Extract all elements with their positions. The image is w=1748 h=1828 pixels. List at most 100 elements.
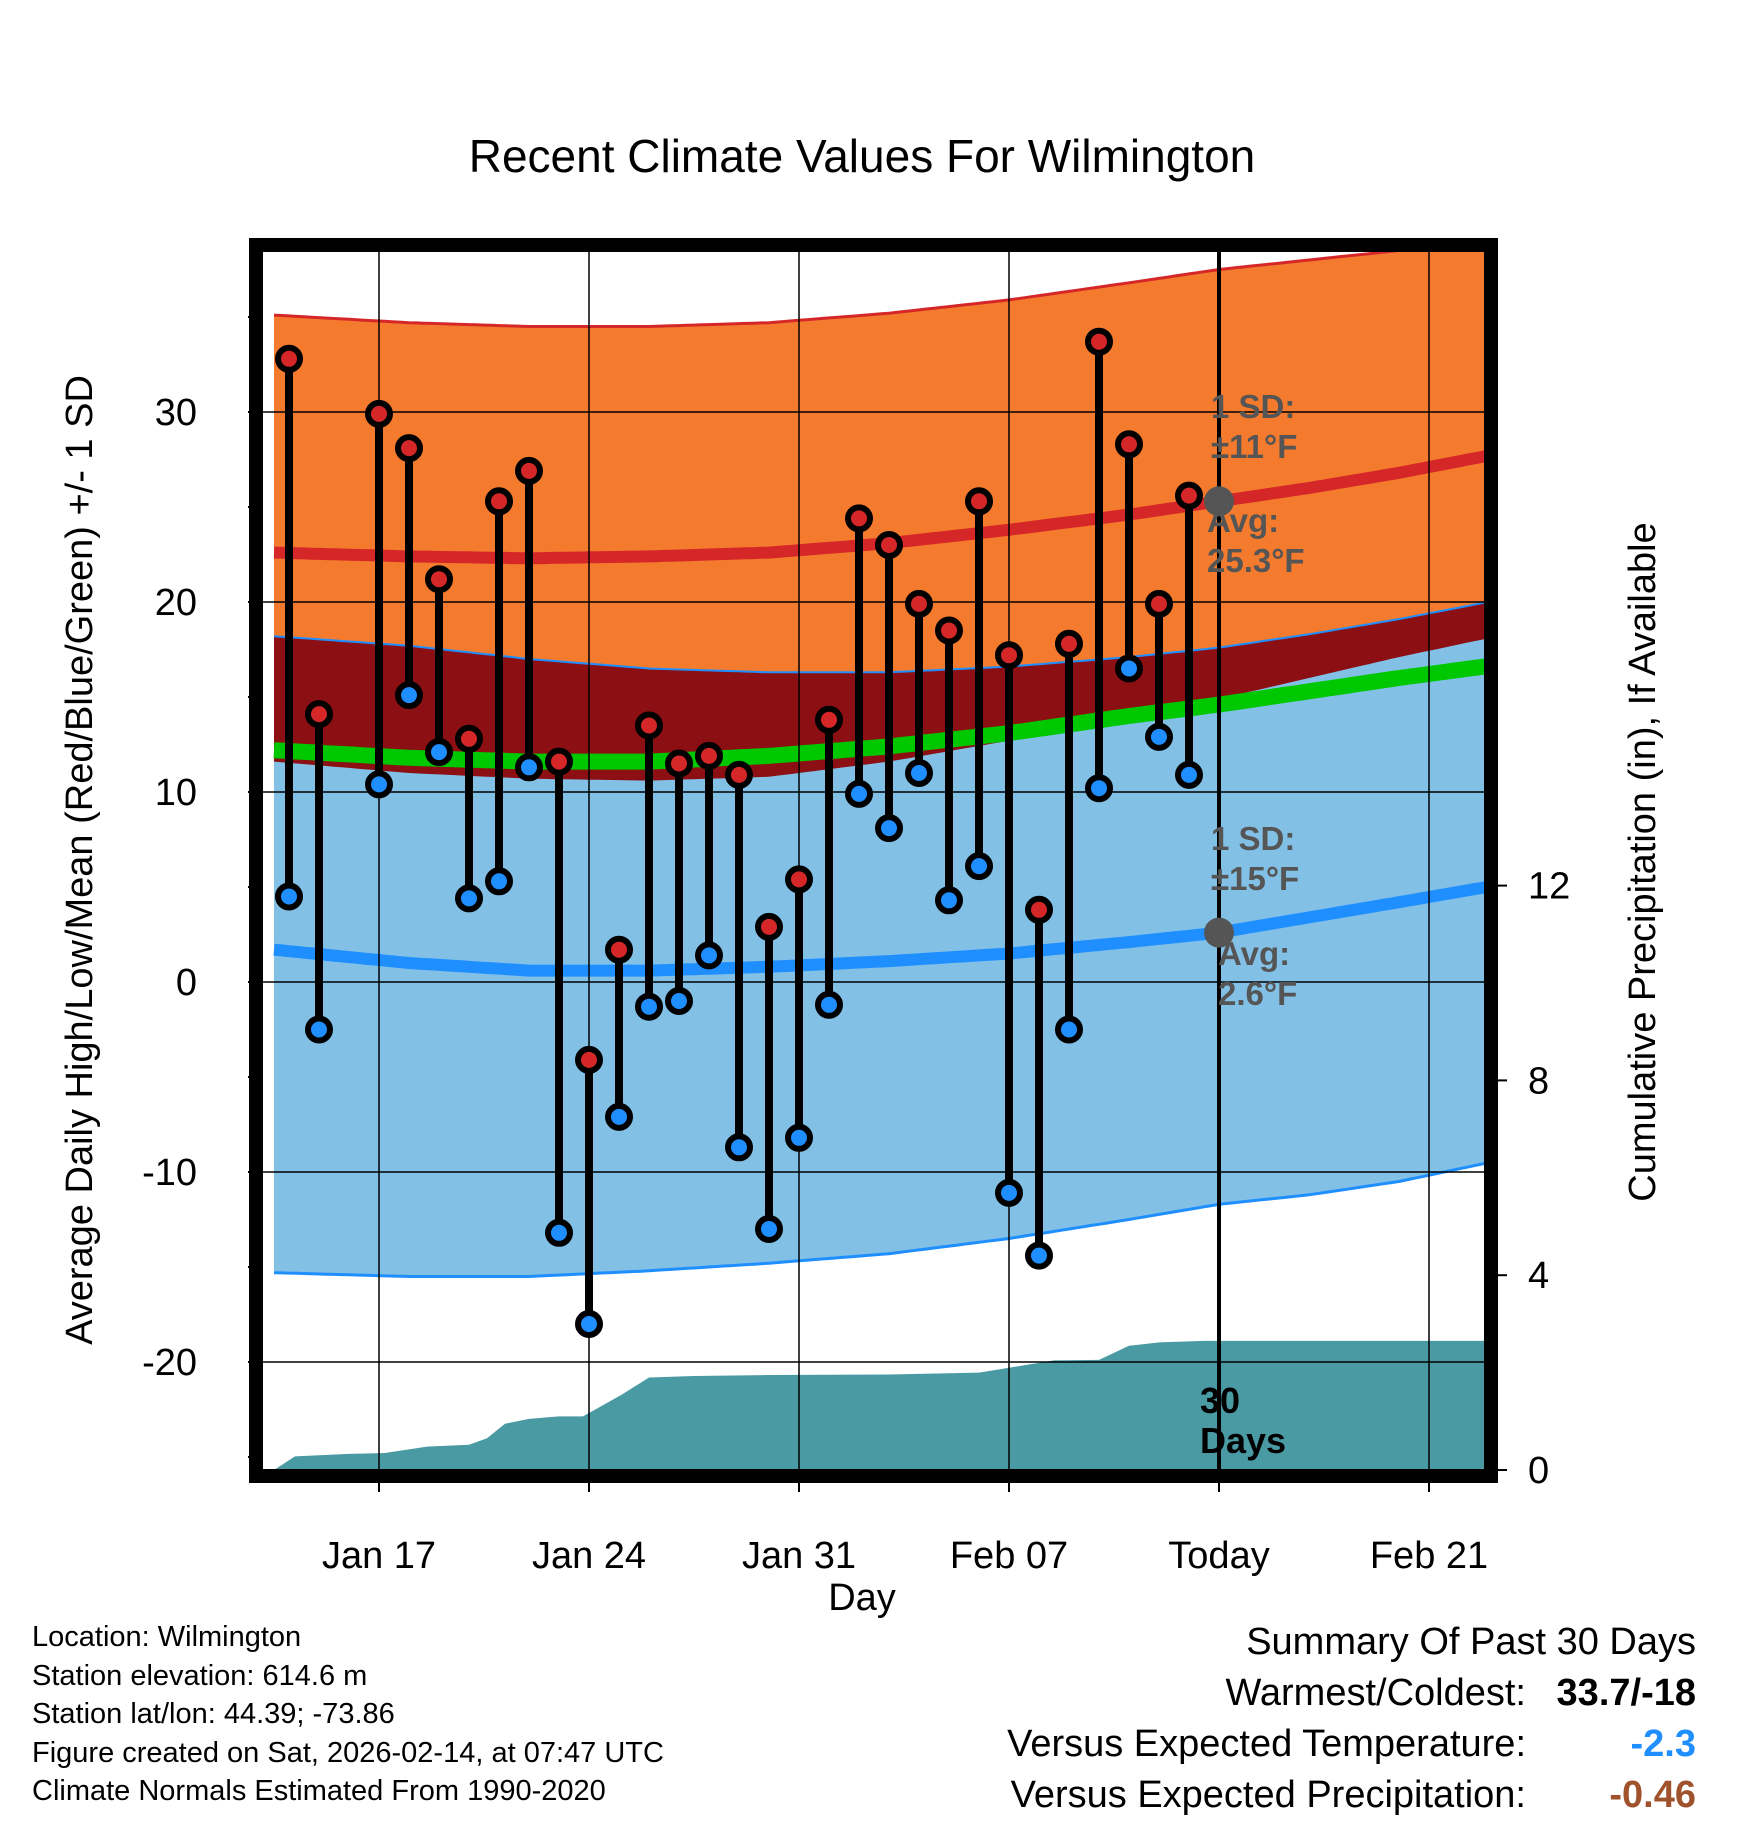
- high-temp-point: [845, 504, 873, 533]
- low-temp-point: [1175, 760, 1203, 789]
- high-temp-point: [935, 616, 963, 645]
- high-temp-point: [395, 434, 423, 463]
- high-temp-point: [425, 565, 453, 594]
- low-temp-point: [995, 1178, 1023, 1207]
- y-tick-label: -20: [142, 1342, 197, 1384]
- low-temp-point: [695, 941, 723, 970]
- info-location: Location: Wilmington: [32, 1621, 302, 1653]
- summary-warmest-coldest: Warmest/Coldest: 33.7/-18: [1007, 1668, 1696, 1719]
- y2-tick-label: 8: [1528, 1060, 1549, 1102]
- temp-value: -2.3: [1630, 1723, 1696, 1765]
- low-temp-point: [545, 1218, 573, 1247]
- low-temp-point: [1055, 1015, 1083, 1044]
- y-tick-label: -10: [142, 1152, 197, 1194]
- high-temp-point: [1055, 629, 1083, 658]
- y-axis-label: Average Daily High/Low/Mean (Red/Blue/Gr…: [59, 375, 101, 1345]
- x-tick-label: Jan 31: [742, 1535, 856, 1577]
- precip-label: Versus Expected Precipitation:: [1010, 1774, 1526, 1816]
- precip-area: [274, 1340, 1485, 1470]
- high-temp-point: [995, 641, 1023, 670]
- high-temp-point: [545, 747, 573, 776]
- precip-value: -0.46: [1609, 1774, 1696, 1816]
- y-tick-label: 10: [155, 772, 197, 814]
- low-temp-point: [1085, 774, 1113, 803]
- sd-overlap-band: [274, 602, 1485, 781]
- low-avg-annotation: Avg: 2.6°F: [1218, 935, 1297, 1012]
- low-temp-point: [725, 1133, 753, 1162]
- low-temp-point: [575, 1310, 603, 1338]
- low-avg-point: [1204, 917, 1234, 948]
- low-temp-point: [485, 867, 513, 896]
- low-temp-point: [905, 759, 933, 787]
- high-temp-point: [515, 456, 543, 485]
- axes: -20 -10 0 10 20 30 Jan 17 Jan 24 Jan 31 Feb 07 Tod…: [142, 316, 1570, 1577]
- summary-heading: Summary Of Past 30 Days: [1246, 1621, 1696, 1663]
- high-temp-point: [695, 741, 723, 770]
- high-temp-point: [905, 589, 933, 618]
- low-temp-point: [395, 681, 423, 710]
- station-info: Location: Wilmington Station elevation: …: [32, 1618, 664, 1811]
- low-temp-point: [815, 990, 843, 1019]
- low-temp-point: [965, 852, 993, 881]
- low-temp-point: [755, 1215, 783, 1243]
- high-sd-band: [274, 252, 1485, 781]
- warmest-coldest-value: 33.7/-18: [1556, 1672, 1696, 1714]
- high-temp-point: [725, 760, 753, 789]
- low-sd-annotation: 1 SD: ±15°F: [1211, 820, 1299, 897]
- high-temp-point: [755, 912, 783, 941]
- y-tick-label: 30: [155, 392, 197, 434]
- normal-low-line: [273, 881, 1485, 977]
- y-tick-label: 20: [155, 582, 197, 624]
- low-temp-point: [305, 1015, 333, 1044]
- x-tick-label: Jan 17: [322, 1535, 436, 1577]
- high-temp-point: [485, 487, 513, 516]
- high-avg-annotation: Avg: 25.3°F: [1207, 502, 1305, 579]
- info-created: Figure created on Sat, 2026-02-14, at 07…: [32, 1736, 664, 1769]
- high-temp-point: [1025, 895, 1053, 924]
- warmest-coldest-label: Warmest/Coldest:: [1225, 1672, 1526, 1714]
- high-temp-point: [575, 1045, 603, 1074]
- high-temp-point: [455, 724, 483, 753]
- low-temp-point: [785, 1123, 813, 1152]
- high-plus-sd-line: [273, 252, 1400, 328]
- high-temp-point: [875, 531, 903, 559]
- temp-label: Versus Expected Temperature:: [1007, 1723, 1526, 1765]
- info-normals: Climate Normals Estimated From 1990-2020: [32, 1775, 606, 1807]
- low-temp-point: [275, 882, 303, 911]
- x-tick-label: Feb 07: [950, 1535, 1068, 1577]
- low-temp-point: [1145, 722, 1173, 751]
- y2-tick-label: 4: [1528, 1255, 1549, 1297]
- x-tick-label: Jan 24: [532, 1535, 646, 1577]
- window-days-label: 30 Days: [1200, 1380, 1286, 1461]
- low-temp-point: [935, 886, 963, 915]
- low-temp-point: [665, 987, 693, 1015]
- low-temp-point: [1025, 1241, 1053, 1270]
- low-temp-point: [515, 753, 543, 782]
- x-tick-label: Today: [1168, 1535, 1269, 1577]
- info-latlon: Station lat/lon: 44.39; -73.86: [32, 1698, 395, 1730]
- low-temp-point: [425, 738, 453, 767]
- y2-tick-label: 12: [1528, 866, 1570, 908]
- high-temp-point: [365, 399, 393, 428]
- summary-precip: Versus Expected Precipitation: -0.46: [1007, 1770, 1696, 1821]
- low-temp-point: [605, 1102, 633, 1131]
- high-temp-point: [1115, 430, 1143, 459]
- observations: [275, 327, 1203, 1338]
- high-temp-point: [815, 705, 843, 734]
- high-temp-point: [1145, 589, 1173, 618]
- y-tick-label: 0: [176, 962, 197, 1004]
- high-temp-point: [665, 749, 693, 778]
- low-temp-point: [875, 814, 903, 843]
- plot-frame: [249, 238, 1498, 1483]
- high-temp-point: [275, 344, 303, 373]
- high-temp-point: [635, 711, 663, 740]
- low-temp-point: [365, 770, 393, 799]
- info-elevation: Station elevation: 614.6 m: [32, 1659, 368, 1692]
- summary-panel: Summary Of Past 30 Days Warmest/Coldest:…: [1007, 1617, 1696, 1821]
- low-temp-point: [1115, 654, 1143, 683]
- high-temp-point: [965, 487, 993, 516]
- y2-tick-label: 0: [1528, 1450, 1549, 1492]
- high-avg-point: [1204, 486, 1234, 517]
- high-temp-point: [305, 700, 333, 729]
